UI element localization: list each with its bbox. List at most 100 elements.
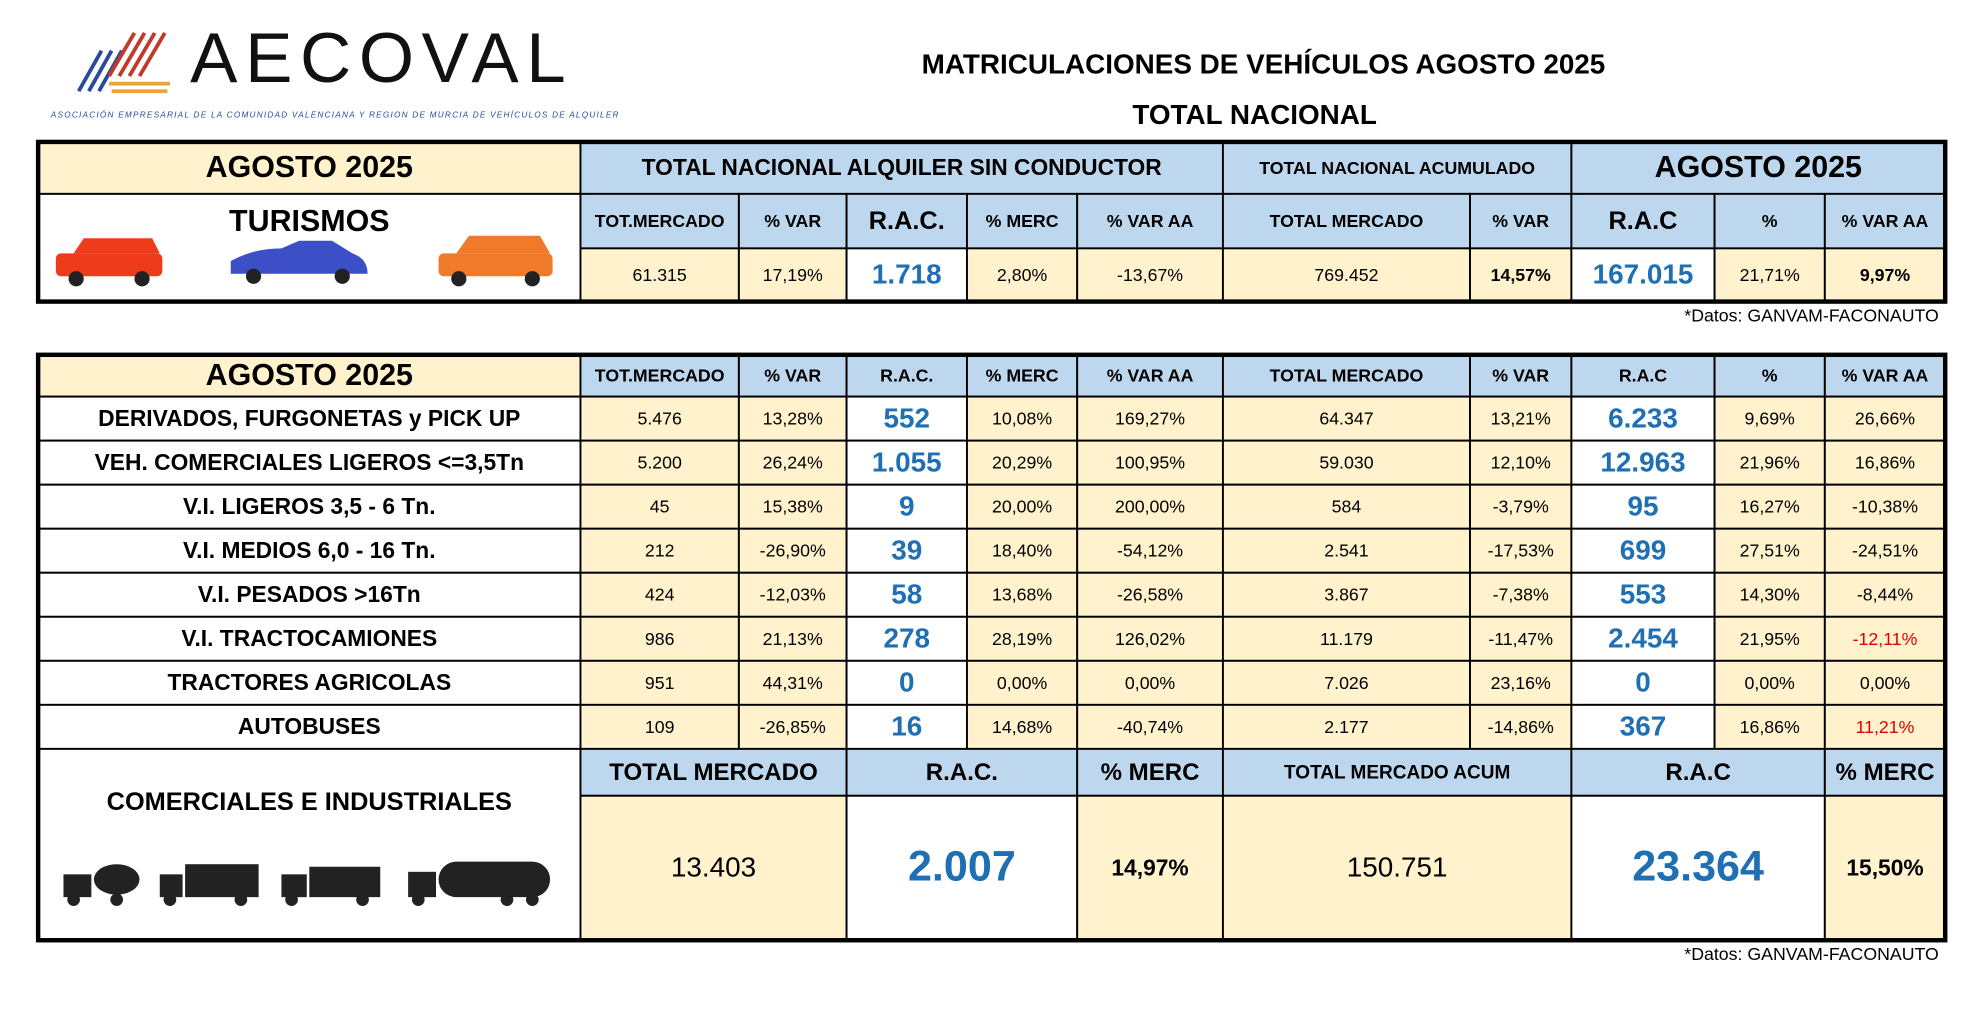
cell (1076, 192, 1224, 250)
cell (1221, 483, 1471, 530)
value: 21,71% (1740, 265, 1800, 285)
rac-value: 552 (884, 402, 930, 433)
column-header: % VAR AA (1842, 211, 1929, 231)
value: 200,00% (1115, 497, 1185, 517)
cell (1221, 747, 1573, 797)
value: -26,58% (1117, 585, 1183, 605)
column-header: TOTAL MERCADO (1270, 211, 1424, 231)
value: -13,67% (1117, 265, 1183, 285)
cell (966, 571, 1079, 618)
rac-value: 367 (1620, 710, 1666, 741)
cell (845, 703, 968, 750)
cell (1076, 571, 1224, 618)
value: 16,86% (1740, 717, 1800, 737)
value: 2,80% (997, 265, 1048, 285)
cell (1823, 615, 1947, 662)
cell (579, 794, 848, 942)
cell (37, 703, 582, 750)
cell (1076, 483, 1224, 530)
column-header: TOTAL MERCADO (609, 759, 818, 786)
value: 15,38% (763, 497, 823, 517)
cell (579, 247, 740, 303)
value: 951 (645, 673, 675, 693)
rac-value: 6.233 (1608, 402, 1678, 433)
rac-value: 699 (1620, 534, 1666, 565)
cell (1076, 794, 1224, 942)
cell (737, 247, 848, 303)
cell (1469, 615, 1573, 662)
cell (737, 192, 848, 250)
truck-icons (63, 861, 551, 907)
rac-value: 0 (1635, 666, 1651, 697)
table-border (35, 139, 1948, 304)
value: 26,66% (1855, 409, 1915, 429)
cell (1076, 615, 1224, 662)
cell (579, 615, 740, 662)
value: 21,95% (1740, 629, 1800, 649)
value: 769.452 (1314, 265, 1378, 285)
cell (579, 527, 740, 574)
rac-value: 0 (899, 666, 915, 697)
car-icons (55, 235, 553, 287)
rac-total: 2.007 (908, 843, 1016, 891)
cell (1221, 140, 1573, 195)
value: 109 (645, 717, 675, 737)
rac-value: 9 (899, 490, 915, 521)
section-label: TURISMOS (229, 204, 389, 238)
cell (1570, 527, 1716, 574)
rac-value: 2.454 (1608, 622, 1678, 653)
total-value: 14,97% (1111, 854, 1188, 880)
value: -7,38% (1493, 585, 1549, 605)
column-header: % (1762, 366, 1778, 386)
value: 13,21% (1491, 409, 1551, 429)
subtitle: TOTAL NACIONAL (1132, 99, 1377, 130)
column-header: % MERC (986, 211, 1059, 231)
table-border (35, 352, 1948, 943)
row-label: V.I. MEDIOS 6,0 - 16 Tn. (183, 537, 436, 563)
value: 0,00% (1860, 673, 1911, 693)
cell (37, 395, 582, 442)
title: MATRICULACIONES DE VEHÍCULOS AGOSTO 2025 (922, 48, 1606, 79)
cell (579, 747, 848, 797)
cell (37, 615, 582, 662)
value: 45 (650, 497, 670, 517)
cell (1713, 395, 1826, 442)
value: 21,13% (763, 629, 823, 649)
cell (1076, 747, 1224, 797)
value: 2.177 (1324, 717, 1368, 737)
row-label: V.I. TRACTOCAMIONES (181, 625, 437, 651)
cell (966, 703, 1079, 750)
cell (1713, 192, 1826, 250)
cell (1221, 247, 1471, 303)
value: 9,69% (1745, 409, 1796, 429)
cell (1469, 527, 1573, 574)
value: 20,00% (992, 497, 1052, 517)
cell (737, 527, 848, 574)
value: 13,28% (763, 409, 823, 429)
value: 424 (645, 585, 675, 605)
cell (1469, 571, 1573, 618)
cell (737, 439, 848, 486)
value: 9,97% (1860, 265, 1911, 285)
rac-value: 58 (891, 578, 922, 609)
value: 12,10% (1491, 453, 1551, 473)
value: 5.476 (637, 409, 682, 429)
rac-value: 1.055 (872, 446, 942, 477)
cell (737, 659, 848, 706)
rac-value: 1.718 (872, 259, 942, 290)
column-header: TOT.MERCADO (595, 366, 725, 386)
rac-value: 167.015 (1593, 259, 1694, 290)
row-label: DERIVADOS, FURGONETAS y PICK UP (98, 405, 520, 431)
value: 26,24% (763, 453, 823, 473)
period: AGOSTO 2025 (206, 150, 413, 184)
value: -10,38% (1852, 497, 1918, 517)
cell (37, 353, 582, 398)
cell (966, 395, 1079, 442)
cell (966, 615, 1079, 662)
column-header: % MERC (1101, 759, 1200, 786)
value: 23,16% (1491, 673, 1551, 693)
tables: AGOSTO 2025 TURISMOS TOTAL NACIONAL ALQUIL… (35, 139, 1948, 964)
value: 28,19% (992, 629, 1052, 649)
value: -54,12% (1117, 541, 1183, 561)
